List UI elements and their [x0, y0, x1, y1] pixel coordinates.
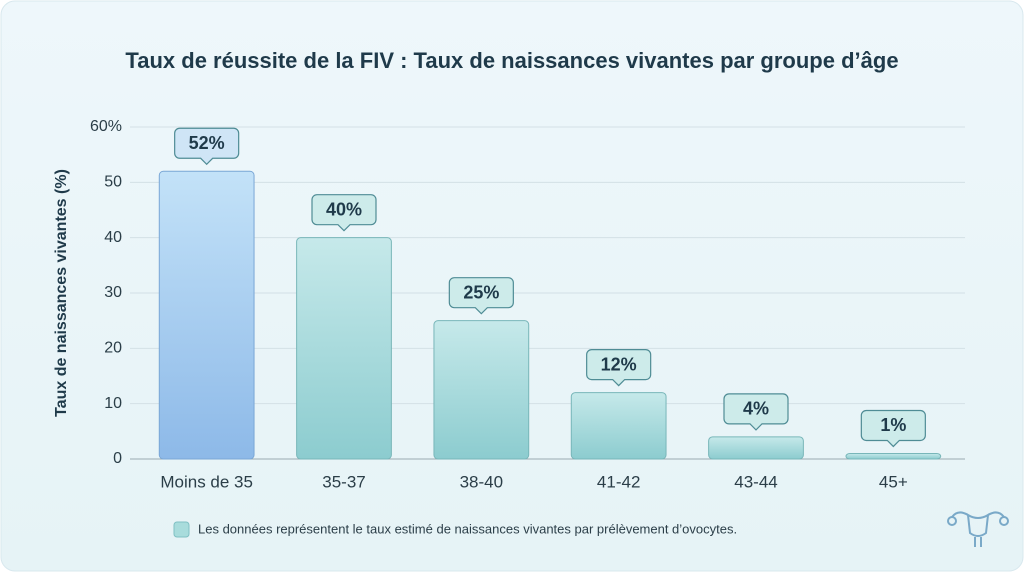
value-label-box — [448, 277, 514, 315]
y-tick-label: 20 — [104, 340, 122, 357]
value-label-box — [586, 349, 652, 387]
note-swatch — [173, 521, 190, 538]
y-tick-label: 40 — [104, 229, 122, 246]
value-label: 25% — [463, 282, 499, 302]
x-tick-label: 45+ — [879, 472, 908, 491]
plot: 0 10 20 30 40 50 60% Moins de 35 52% 35-37 40% 38-4… — [90, 118, 965, 491]
chart-title: Taux de réussite de la FIV : Taux de nai… — [125, 48, 898, 73]
bar — [158, 170, 255, 460]
y-tick-label: 50 — [104, 174, 122, 191]
value-label-box — [860, 409, 926, 448]
bar — [433, 320, 530, 460]
y-tick-label: 30 — [104, 284, 122, 301]
x-tick-label: 35-37 — [322, 472, 365, 491]
y-tick-label: 0 — [113, 450, 122, 467]
y-tick-label: 60% — [90, 118, 122, 135]
value-label: 40% — [326, 199, 362, 219]
x-tick-label: 38-40 — [460, 472, 503, 491]
value-label: 52% — [189, 133, 225, 153]
y-axis-label: Taux de naissances vivantes (%) — [53, 169, 70, 417]
value-label: 1% — [880, 415, 906, 435]
value-label-box — [723, 393, 789, 431]
value-label-box — [311, 194, 377, 232]
bar — [570, 392, 667, 460]
bar — [296, 237, 392, 460]
bar — [708, 436, 804, 460]
note: Les données représentent le taux estimé … — [198, 521, 737, 536]
value-label: 4% — [743, 399, 769, 419]
x-tick-label: 43-44 — [734, 472, 777, 491]
x-tick-label: 41-42 — [597, 472, 640, 491]
value-label: 12% — [601, 354, 637, 374]
value-label-box — [174, 127, 240, 166]
x-tick-label: Moins de 35 — [160, 472, 253, 491]
uterus-icon — [947, 511, 1009, 547]
bar — [845, 452, 942, 460]
y-tick-label: 10 — [104, 395, 122, 412]
